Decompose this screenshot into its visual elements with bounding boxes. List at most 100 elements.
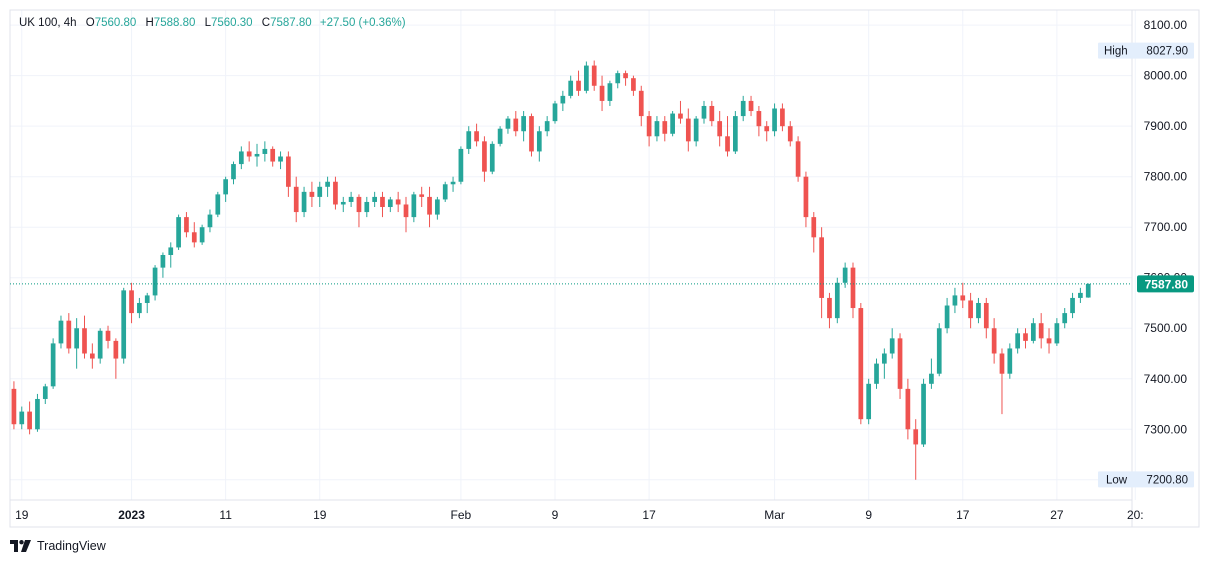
candle[interactable] [152, 265, 158, 301]
candle[interactable] [11, 381, 17, 430]
candle[interactable] [97, 328, 103, 364]
candle[interactable] [333, 176, 338, 210]
candle[interactable] [717, 111, 723, 147]
candle[interactable] [317, 181, 323, 208]
candle[interactable] [670, 111, 675, 137]
candle[interactable] [929, 358, 934, 389]
candle[interactable] [576, 70, 581, 96]
candle[interactable] [144, 292, 150, 314]
candle[interactable] [293, 176, 299, 223]
candle[interactable] [82, 315, 87, 359]
candle[interactable] [19, 406, 25, 430]
candle[interactable] [827, 292, 832, 329]
candle[interactable] [176, 214, 181, 250]
candle[interactable] [419, 186, 425, 208]
candle[interactable] [874, 358, 879, 389]
candle[interactable] [129, 282, 134, 324]
candle[interactable] [787, 121, 793, 147]
candle[interactable] [740, 95, 746, 122]
candle[interactable] [450, 176, 456, 192]
candle[interactable] [536, 126, 542, 162]
candle[interactable] [482, 136, 487, 182]
candle[interactable] [340, 196, 346, 213]
candle[interactable] [231, 161, 236, 185]
candle[interactable] [725, 116, 730, 157]
candle[interactable] [599, 75, 605, 112]
candle[interactable] [897, 333, 903, 399]
candle[interactable] [584, 61, 589, 94]
candle[interactable] [591, 60, 597, 91]
candle[interactable] [466, 126, 472, 154]
candle[interactable] [1085, 283, 1091, 298]
candle[interactable] [1023, 328, 1028, 349]
candle[interactable] [286, 151, 291, 197]
candle[interactable] [497, 126, 503, 147]
candle[interactable] [1007, 343, 1013, 379]
candle[interactable] [560, 90, 566, 112]
candle[interactable] [858, 302, 864, 425]
candle[interactable] [772, 103, 777, 137]
candle[interactable] [936, 323, 942, 377]
candle[interactable] [246, 141, 252, 162]
candle[interactable] [1070, 292, 1075, 319]
candle[interactable] [505, 116, 511, 134]
candle[interactable] [1054, 318, 1060, 346]
candle[interactable] [1030, 318, 1036, 344]
candle[interactable] [999, 348, 1005, 415]
candle[interactable] [489, 141, 495, 175]
candle[interactable] [42, 383, 48, 405]
time-axis-labels[interactable]: 19 2023 11 19 Feb 9 17 Mar 9 17 27 20: [15, 508, 1144, 522]
candle[interactable] [552, 100, 558, 124]
candle[interactable] [113, 338, 119, 379]
candle[interactable] [191, 222, 197, 248]
candle[interactable] [1062, 308, 1068, 329]
candle[interactable] [1038, 313, 1044, 349]
chart-area[interactable]: 8100.008000.007900.007800.007700.007600.… [0, 0, 1209, 530]
candle[interactable] [615, 70, 621, 89]
candle[interactable] [866, 378, 872, 425]
candle[interactable] [223, 176, 228, 202]
candle[interactable] [50, 338, 56, 389]
candle[interactable] [952, 287, 958, 314]
candle[interactable] [960, 282, 966, 309]
candle[interactable] [662, 116, 668, 142]
price-axis-labels[interactable]: 8100.008000.007900.007800.007700.007600.… [1144, 18, 1188, 487]
candle[interactable] [254, 143, 260, 167]
candle[interactable] [199, 224, 205, 245]
candle[interactable] [160, 252, 166, 278]
candle[interactable] [270, 146, 276, 167]
candle[interactable] [623, 70, 628, 86]
candle[interactable] [693, 116, 699, 147]
candle[interactable] [1046, 328, 1052, 354]
candle[interactable] [780, 103, 785, 132]
candle[interactable] [168, 242, 174, 268]
candle[interactable] [882, 348, 887, 379]
candle[interactable] [442, 181, 448, 202]
candle[interactable] [1015, 328, 1021, 354]
candle[interactable] [803, 171, 809, 228]
candle[interactable] [356, 194, 362, 228]
candle[interactable] [921, 378, 926, 447]
candle[interactable] [207, 209, 213, 233]
candle[interactable] [638, 85, 644, 127]
candle[interactable] [968, 292, 973, 329]
tradingview-branding[interactable]: TradingView [10, 539, 106, 553]
candle[interactable] [474, 123, 479, 147]
candle[interactable] [646, 111, 652, 147]
candle[interactable] [983, 297, 989, 339]
candle[interactable] [89, 343, 95, 369]
candle[interactable] [544, 116, 550, 137]
candle[interactable] [976, 297, 981, 324]
candle[interactable] [607, 80, 613, 106]
candle[interactable] [850, 262, 856, 319]
candle[interactable] [435, 196, 440, 220]
candle[interactable] [74, 318, 80, 369]
candle[interactable] [1078, 287, 1083, 303]
candle[interactable] [513, 111, 519, 137]
candle[interactable] [309, 181, 315, 208]
candle[interactable] [764, 121, 770, 142]
candle[interactable] [387, 196, 393, 213]
candle[interactable] [66, 313, 72, 354]
candle[interactable] [58, 315, 64, 349]
candle[interactable] [842, 262, 848, 288]
